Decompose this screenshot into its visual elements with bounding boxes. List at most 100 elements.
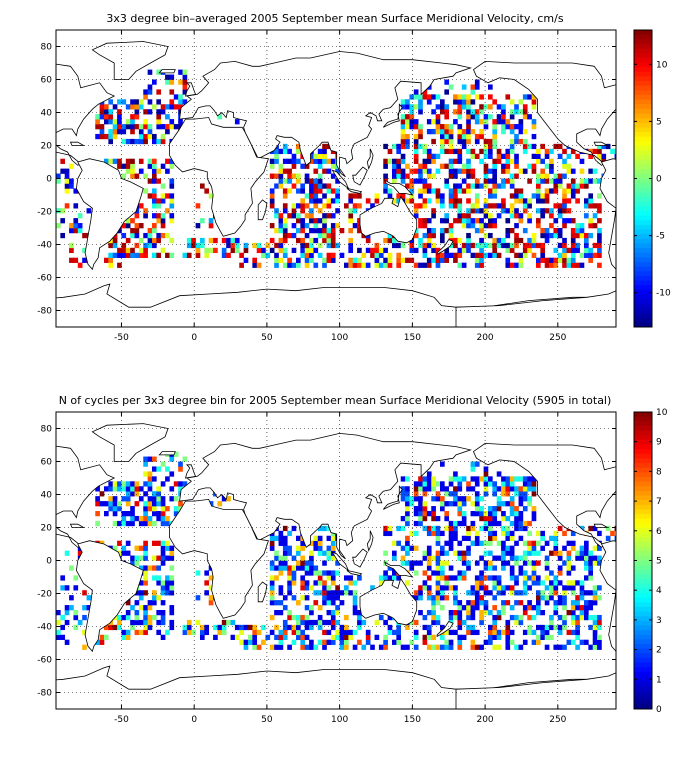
bin-cell — [457, 605, 463, 611]
bin-cell — [426, 94, 432, 100]
bin-cell — [300, 614, 306, 621]
bin-cell — [461, 213, 467, 219]
bin-cell — [592, 634, 598, 640]
bin-cell — [317, 575, 323, 581]
bin-cell — [418, 515, 423, 522]
bin-cell — [505, 530, 511, 537]
bin-cell — [134, 208, 140, 214]
bin-cell — [348, 193, 354, 199]
bin-cell — [274, 183, 279, 189]
bin-cell — [322, 232, 327, 239]
bin-cell — [313, 158, 319, 164]
bin-cell — [317, 158, 323, 164]
bin-cell — [112, 481, 118, 487]
bin-cell — [479, 252, 484, 258]
bin-cell — [522, 104, 528, 110]
bin-cell — [387, 614, 393, 621]
bin-cell — [330, 595, 336, 601]
bin-cell — [269, 590, 275, 596]
bin-cell — [130, 129, 135, 135]
bin-cell — [562, 560, 567, 566]
bin-cell — [60, 575, 66, 581]
bin-cell — [125, 600, 131, 606]
bin-cell — [509, 614, 515, 621]
bin-cell — [365, 237, 371, 244]
bin-cell — [121, 614, 127, 621]
bin-cell — [191, 629, 196, 636]
bin-cell — [509, 143, 515, 150]
colorbar-segment — [634, 57, 652, 63]
bin-cell — [453, 173, 458, 179]
bin-cell — [479, 644, 484, 650]
bin-cell — [479, 610, 484, 616]
bin-cell — [509, 496, 515, 502]
bin-cell — [492, 506, 498, 512]
bin-cell — [435, 94, 441, 100]
bin-cell — [505, 257, 511, 263]
bin-cell — [435, 550, 441, 556]
bin-cell — [509, 109, 515, 115]
bin-cell — [317, 614, 323, 621]
bin-cell — [313, 188, 319, 194]
bin-cell — [584, 242, 589, 249]
bin-cell — [357, 262, 362, 268]
bin-cell — [69, 257, 74, 263]
bin-cell — [492, 188, 498, 194]
bin-cell — [479, 525, 484, 532]
bin-cell — [496, 486, 502, 492]
bin-cell — [562, 158, 567, 164]
bin-cell — [597, 208, 602, 214]
colorbar-segment — [634, 416, 652, 422]
bin-cell — [182, 74, 188, 80]
bin-cell — [557, 614, 563, 621]
bin-cell — [409, 104, 415, 110]
bin-cell — [409, 545, 415, 551]
bin-cell — [278, 585, 284, 591]
bin-cell — [509, 148, 515, 155]
bin-cell — [156, 203, 162, 209]
bin-cell — [570, 252, 576, 258]
bin-cell — [426, 183, 432, 189]
bin-cell — [479, 506, 484, 512]
bin-cell — [221, 252, 227, 258]
bin-cell — [522, 560, 528, 566]
colorbar-segment — [634, 94, 652, 101]
bin-cell — [291, 232, 297, 239]
bin-cell — [479, 223, 484, 229]
bin-cell — [409, 619, 415, 626]
bin-cell — [313, 203, 319, 209]
colorbar-segment — [634, 602, 652, 608]
bin-cell — [317, 228, 323, 234]
bin-cell — [488, 242, 493, 249]
bin-cell — [392, 163, 397, 169]
bin-cell — [540, 208, 546, 214]
bin-cell — [112, 496, 118, 502]
bin-cell — [313, 193, 319, 199]
bin-cell — [440, 496, 445, 502]
colorbar-segment — [634, 662, 652, 668]
bin-cell — [383, 634, 388, 640]
bin-cell — [444, 129, 450, 135]
bin-cell — [317, 178, 323, 184]
bin-cell — [544, 193, 550, 199]
bin-cell — [344, 624, 349, 631]
bin-cell — [309, 644, 314, 650]
colorbar-segment — [634, 430, 652, 436]
bin-cell — [405, 163, 410, 169]
bin-cell — [453, 237, 458, 244]
bin-cell — [470, 466, 476, 472]
bin-cell — [243, 257, 249, 263]
bin-cell — [156, 595, 162, 601]
bin-cell — [426, 228, 432, 234]
bin-cell — [536, 183, 541, 189]
bin-cell — [282, 555, 288, 561]
bin-cell — [505, 247, 511, 254]
colorbar-segment — [634, 495, 652, 501]
bin-cell — [117, 262, 122, 268]
bin-cell — [317, 188, 323, 194]
bin-cell — [474, 605, 480, 611]
bin-cell — [269, 163, 275, 169]
bin-cell — [69, 228, 74, 234]
bin-cell — [383, 575, 388, 581]
bin-cell — [160, 634, 166, 640]
